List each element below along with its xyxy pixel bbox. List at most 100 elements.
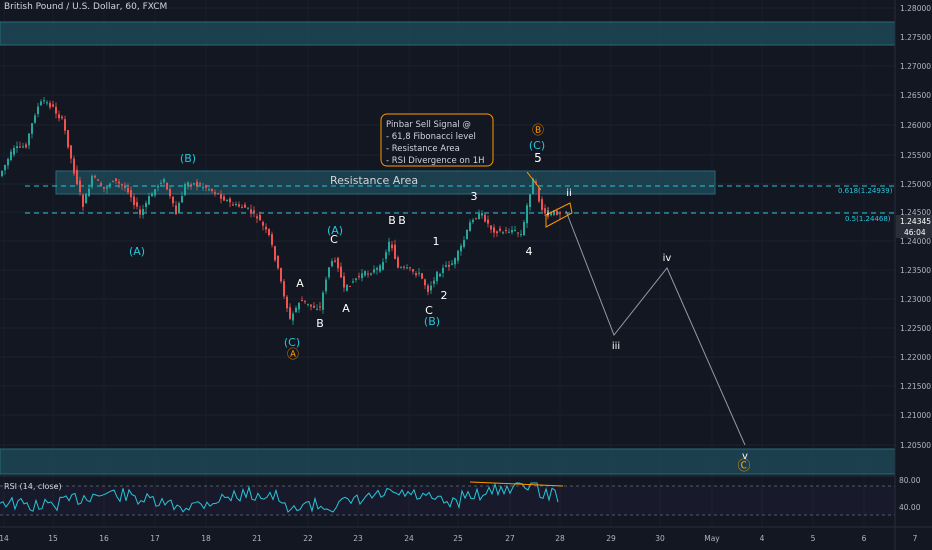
candle	[499, 225, 501, 233]
candle	[187, 181, 189, 190]
candle	[355, 277, 357, 283]
candle	[97, 178, 99, 181]
candle	[331, 258, 333, 268]
rsi-level-80: 80.00	[899, 476, 921, 485]
candle	[478, 209, 480, 220]
countdown: 46:04	[904, 228, 926, 237]
candle	[229, 196, 231, 208]
time-tick: 14	[0, 534, 9, 543]
time-tick: 7	[913, 534, 918, 543]
candle	[367, 270, 369, 278]
candle	[10, 149, 12, 162]
candle	[85, 193, 87, 204]
candle	[538, 187, 540, 204]
candle	[376, 266, 378, 275]
candle	[370, 272, 372, 276]
price-tick: 1.28000	[900, 4, 931, 13]
candle	[445, 261, 447, 268]
price-tick: 1.24500	[900, 208, 931, 217]
price-tick: 1.21500	[900, 382, 931, 391]
time-axis[interactable]: 14 15 16 17 18 21 22 23 24 25 27 28 29 30 May 4 5 6 7	[0, 526, 932, 543]
candle	[178, 201, 180, 214]
candle	[466, 229, 468, 240]
wedge-pattern	[545, 202, 573, 228]
wave-labels: (A)(B)(A)BC(C)ⒶABAB12C(B)345(C)Ⓑiiiiiiiv…	[129, 123, 751, 474]
candle	[313, 302, 315, 309]
candle	[265, 223, 267, 234]
candle	[46, 100, 48, 106]
candle	[220, 190, 222, 204]
wave-label: (B)	[180, 152, 196, 165]
candle	[136, 197, 138, 210]
price-tick: 1.22000	[900, 353, 931, 362]
candle	[262, 220, 264, 231]
candle	[337, 256, 339, 272]
candle	[436, 271, 438, 285]
time-tick: 23	[353, 534, 363, 543]
candle	[130, 186, 132, 202]
candle	[448, 260, 450, 271]
candle	[301, 296, 303, 302]
time-tick: 17	[150, 534, 160, 543]
candle	[79, 176, 81, 196]
candle	[373, 265, 375, 275]
candle	[91, 174, 93, 190]
candle	[70, 144, 72, 164]
candle	[511, 226, 513, 235]
candle	[259, 211, 261, 221]
candle	[439, 272, 441, 277]
top-zone	[0, 21, 896, 46]
candle	[325, 276, 327, 295]
zones: Resistance Area	[0, 21, 896, 475]
wave-label: (A)	[129, 245, 145, 258]
price-axis[interactable]: 1.28000 1.27500 1.27000 1.26500 1.26000 1.255…	[894, 0, 932, 550]
candle	[469, 219, 471, 232]
callout-line-1: Pinbar Sell Signal @	[386, 120, 471, 130]
candle	[475, 217, 477, 220]
grid	[0, 7, 895, 446]
candle	[61, 115, 63, 121]
candle	[424, 278, 426, 290]
projection-path	[565, 210, 746, 446]
candle	[76, 165, 78, 186]
wave-label: (A)	[327, 224, 343, 237]
candle	[484, 213, 486, 223]
candle	[1, 170, 3, 178]
wave-label: Ⓒ	[737, 459, 750, 474]
candle	[181, 191, 183, 203]
wave-label: C	[425, 304, 433, 317]
current-price: 1.24345	[900, 217, 931, 226]
wave-label: Ⓑ	[532, 123, 544, 137]
candle	[517, 232, 519, 238]
candle	[13, 145, 15, 158]
price-tick: 1.22500	[900, 324, 931, 333]
candle	[169, 186, 171, 199]
support-zone	[0, 448, 896, 475]
wave-label: 3	[471, 190, 478, 203]
wave-label: Ⓐ	[287, 347, 299, 361]
candle	[154, 188, 156, 198]
time-tick: 24	[404, 534, 414, 543]
candle	[142, 204, 144, 219]
candle	[139, 205, 141, 219]
candle	[217, 192, 219, 195]
candle	[412, 268, 414, 275]
candle	[22, 143, 24, 149]
candle	[43, 96, 45, 104]
wave-label: 1	[433, 235, 440, 248]
candle	[277, 255, 279, 270]
candle	[31, 122, 33, 139]
candle	[514, 225, 516, 232]
price-tick: 1.20500	[900, 441, 931, 450]
time-tick: 21	[252, 534, 262, 543]
fib-0618-label: 0.618(1.24939)	[838, 187, 893, 195]
candle	[109, 182, 111, 189]
candle	[121, 183, 123, 191]
candle	[271, 231, 273, 248]
candle	[274, 245, 276, 262]
candle	[256, 213, 258, 223]
candle	[175, 200, 177, 215]
candle	[352, 278, 354, 284]
